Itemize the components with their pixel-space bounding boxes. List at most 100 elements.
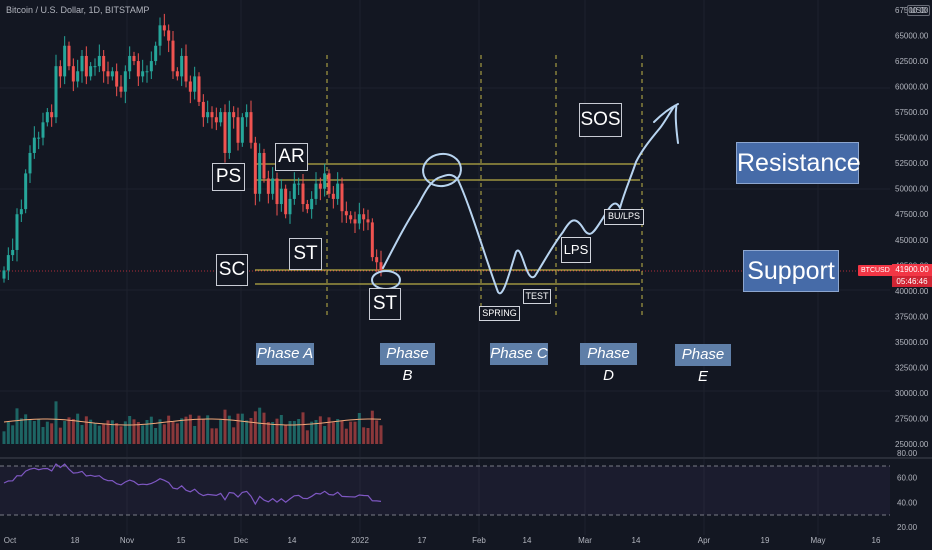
candle-body[interactable] bbox=[214, 117, 218, 123]
candle-body[interactable] bbox=[301, 183, 305, 205]
candle-body[interactable] bbox=[249, 112, 253, 143]
candle-body[interactable] bbox=[71, 66, 75, 82]
candle-body[interactable] bbox=[80, 55, 84, 72]
candle-body[interactable] bbox=[54, 66, 58, 118]
candle-body[interactable] bbox=[171, 40, 175, 72]
candle-body[interactable] bbox=[266, 178, 270, 194]
candle-body[interactable] bbox=[323, 173, 327, 189]
candle-body[interactable] bbox=[219, 112, 223, 123]
candle-body[interactable] bbox=[331, 193, 335, 199]
candle-body[interactable] bbox=[310, 198, 314, 210]
candle-body[interactable] bbox=[297, 183, 301, 185]
candle-body[interactable] bbox=[167, 30, 171, 41]
candle-body[interactable] bbox=[19, 209, 23, 215]
level-lines[interactable] bbox=[255, 163, 640, 285]
candle-body[interactable] bbox=[344, 211, 348, 216]
candle-body[interactable] bbox=[93, 66, 97, 68]
phase-c-label[interactable]: Phase C bbox=[490, 343, 548, 365]
candle-body[interactable] bbox=[201, 101, 205, 118]
candle-body[interactable] bbox=[288, 198, 292, 215]
candle-body[interactable] bbox=[97, 55, 101, 67]
candle-body[interactable] bbox=[284, 188, 288, 215]
candle-body[interactable] bbox=[188, 81, 192, 92]
candle-body[interactable] bbox=[50, 112, 54, 118]
candle-body[interactable] bbox=[357, 214, 361, 224]
time-axis[interactable]: Oct 18 Nov 15 Dec 14 2022 17 Feb 14 Mar 14 Apr 19 May 1… bbox=[4, 536, 881, 545]
spring-label[interactable]: SPRING bbox=[479, 306, 520, 321]
candle-body[interactable] bbox=[162, 25, 166, 31]
lps-label[interactable]: LPS bbox=[561, 237, 591, 263]
price-axis[interactable]: 67500.00 65000.00 62500.00 60000.00 57500.00… bbox=[895, 6, 929, 449]
candle-body[interactable] bbox=[305, 204, 309, 210]
candle-body[interactable] bbox=[362, 214, 366, 220]
candle-body[interactable] bbox=[366, 219, 370, 223]
test-label[interactable]: TEST bbox=[523, 289, 551, 304]
candle-body[interactable] bbox=[115, 71, 119, 87]
candle-body[interactable] bbox=[379, 262, 383, 271]
candle-body[interactable] bbox=[37, 137, 41, 139]
candle-body[interactable] bbox=[206, 112, 210, 118]
currency-badge[interactable]: USD bbox=[907, 5, 930, 16]
candle-body[interactable] bbox=[327, 173, 331, 194]
candle-body[interactable] bbox=[353, 219, 357, 224]
candle-body[interactable] bbox=[119, 86, 123, 92]
label-sc[interactable]: SC bbox=[216, 254, 248, 286]
phase-d-label[interactable]: Phase D bbox=[580, 343, 637, 384]
candle-body[interactable] bbox=[106, 71, 110, 77]
candle-body[interactable] bbox=[236, 117, 240, 143]
candle-body[interactable] bbox=[197, 76, 201, 102]
candle-body[interactable] bbox=[76, 71, 80, 82]
candle-body[interactable] bbox=[258, 152, 262, 194]
label-sos[interactable]: SOS bbox=[579, 103, 622, 137]
phase-dividers[interactable] bbox=[326, 55, 643, 318]
label-ar[interactable]: AR bbox=[275, 143, 308, 171]
candle-body[interactable] bbox=[370, 222, 374, 258]
candle-body[interactable] bbox=[349, 215, 353, 220]
candle-body[interactable] bbox=[253, 142, 257, 194]
support-label[interactable]: Support bbox=[743, 250, 839, 292]
label-st-2[interactable]: ST bbox=[369, 288, 401, 320]
projection-path[interactable] bbox=[382, 104, 679, 295]
bu-lps-label[interactable]: BU/LPS bbox=[604, 209, 644, 225]
candle-body[interactable] bbox=[232, 112, 236, 118]
candle-body[interactable] bbox=[223, 112, 227, 153]
candle-body[interactable] bbox=[375, 257, 379, 263]
candle-body[interactable] bbox=[136, 61, 140, 77]
candle-body[interactable] bbox=[141, 71, 145, 77]
candle-body[interactable] bbox=[210, 112, 214, 118]
rsi-axis[interactable]: 80.00 60.00 40.00 20.00 bbox=[897, 449, 918, 532]
phase-e-label[interactable]: Phase E bbox=[675, 344, 731, 385]
resistance-test-circle[interactable] bbox=[421, 152, 463, 189]
label-ps[interactable]: PS bbox=[212, 163, 245, 191]
candle-body[interactable] bbox=[240, 117, 244, 143]
candlesticks[interactable] bbox=[2, 13, 383, 283]
candle-body[interactable] bbox=[28, 152, 32, 174]
candle-body[interactable] bbox=[175, 71, 179, 77]
candle-body[interactable] bbox=[32, 137, 36, 153]
candle-body[interactable] bbox=[63, 45, 67, 77]
phase-a-label[interactable]: Phase A bbox=[256, 343, 314, 365]
candle-body[interactable] bbox=[184, 55, 188, 82]
candle-body[interactable] bbox=[67, 45, 71, 67]
candle-body[interactable] bbox=[102, 55, 106, 72]
candle-body[interactable] bbox=[89, 66, 93, 77]
candle-body[interactable] bbox=[110, 71, 114, 77]
candle-body[interactable] bbox=[45, 112, 49, 123]
candle-body[interactable] bbox=[340, 183, 344, 212]
candle-body[interactable] bbox=[6, 255, 10, 271]
candle-body[interactable] bbox=[314, 183, 318, 199]
candle-body[interactable] bbox=[279, 188, 283, 205]
secondary-test-circle[interactable] bbox=[371, 270, 401, 290]
candle-body[interactable] bbox=[180, 55, 184, 77]
candle-body[interactable] bbox=[154, 45, 158, 62]
candle-body[interactable] bbox=[11, 249, 15, 256]
candle-body[interactable] bbox=[275, 178, 279, 205]
candle-body[interactable] bbox=[271, 178, 275, 194]
candle-body[interactable] bbox=[84, 55, 88, 77]
label-st-1[interactable]: ST bbox=[289, 238, 322, 270]
candle-body[interactable] bbox=[227, 112, 231, 153]
candle-body[interactable] bbox=[292, 183, 296, 199]
resistance-label[interactable]: Resistance bbox=[736, 142, 861, 184]
phase-b-label[interactable]: Phase B bbox=[380, 343, 435, 384]
